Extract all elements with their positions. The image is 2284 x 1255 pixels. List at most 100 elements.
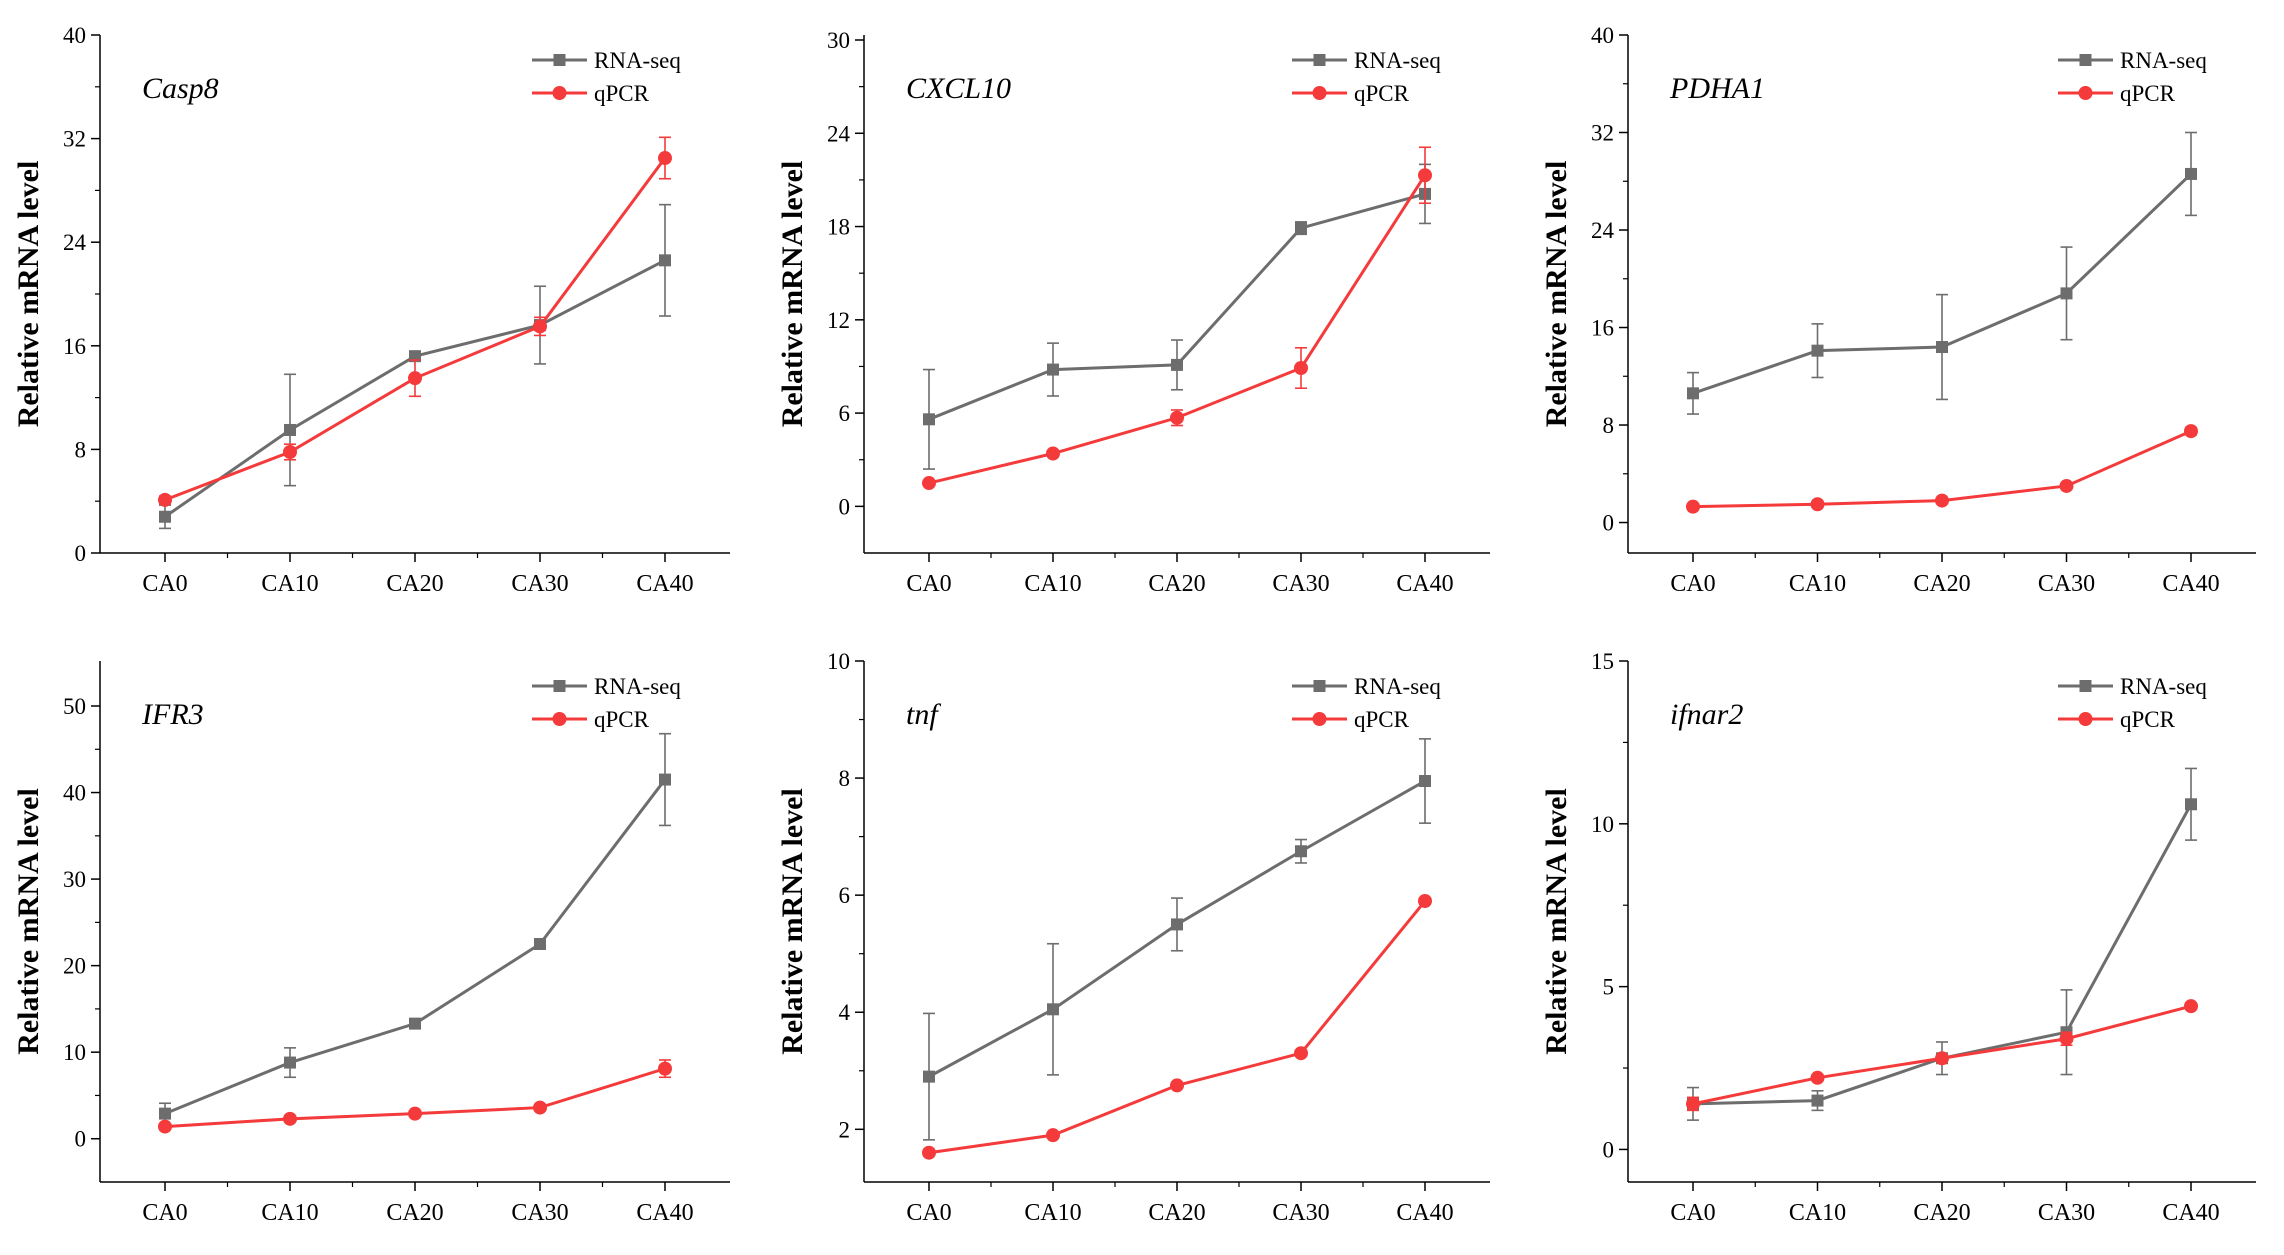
x-tick-label: CA0 <box>142 571 187 597</box>
data-point <box>659 773 671 786</box>
series-line <box>164 778 667 1116</box>
legend-marker-qpcr <box>2078 86 2093 100</box>
x-tick-label: CA40 <box>1396 571 1453 597</box>
data-point <box>1047 363 1059 376</box>
data-point <box>1170 1078 1184 1093</box>
data-point <box>1046 1128 1060 1143</box>
series-qpcr <box>158 136 672 507</box>
data-point <box>2184 424 2198 439</box>
y-tick-label: 32 <box>63 127 86 152</box>
gene-title: PDHA1 <box>1669 72 1765 105</box>
x-tick-label: CA10 <box>1024 1200 1081 1226</box>
data-point <box>1811 1094 1824 1107</box>
data-point <box>922 476 936 491</box>
data-point <box>922 1145 936 1160</box>
legend-label-rna-seq: RNA-seq <box>1354 48 1441 73</box>
data-point <box>534 938 546 950</box>
series-qpcr <box>158 1059 672 1134</box>
data-point <box>159 1107 171 1120</box>
y-tick-label: 8 <box>1603 413 1615 438</box>
y-tick-label: 32 <box>1591 121 1614 146</box>
data-point <box>533 319 547 334</box>
legend-label-rna-seq: RNA-seq <box>594 674 681 699</box>
legend-label-qpcr: qPCR <box>594 707 650 732</box>
series-rna-seq <box>923 738 1431 1141</box>
legend-marker-qpcr <box>552 712 567 726</box>
data-point <box>1294 361 1308 376</box>
y-tick-label: 40 <box>63 781 86 806</box>
x-tick-label: CA30 <box>2038 1200 2095 1226</box>
y-tick-label: 10 <box>63 1040 86 1065</box>
legend-marker-qpcr <box>1312 86 1327 100</box>
x-tick-label: CA30 <box>1272 571 1329 597</box>
data-point <box>923 1070 935 1083</box>
legend: RNA-seq qPCR <box>532 674 681 732</box>
data-point <box>2060 287 2073 300</box>
data-point <box>158 1119 172 1134</box>
y-tick-label: 16 <box>63 334 86 359</box>
y-axis-label: Relative mRNA level <box>12 788 45 1055</box>
data-point <box>284 423 296 436</box>
data-point <box>2059 478 2074 493</box>
legend-label-qpcr: qPCR <box>1354 81 1410 106</box>
y-tick-label: 24 <box>63 230 87 255</box>
y-tick-label: 0 <box>75 1127 87 1152</box>
data-point <box>1686 499 1700 514</box>
x-tick-label: CA30 <box>1272 1200 1329 1226</box>
series-rna-seq <box>159 732 671 1125</box>
legend-marker-rna-seq <box>1313 680 1326 692</box>
legend-label-rna-seq: RNA-seq <box>1354 674 1441 699</box>
y-tick-label: 8 <box>75 437 87 462</box>
x-tick-label: CA30 <box>2038 571 2095 597</box>
x-tick-label: CA40 <box>636 1200 693 1226</box>
y-tick-label: 24 <box>827 121 851 146</box>
x-tick-label: CA20 <box>1913 571 1970 597</box>
data-point <box>284 1056 296 1069</box>
legend-marker-rna-seq <box>2079 680 2092 692</box>
data-point <box>923 413 935 426</box>
y-axis-label: Relative mRNA level <box>776 161 809 428</box>
y-tick-label: 4 <box>839 1000 851 1025</box>
legend-marker-qpcr <box>1312 712 1327 726</box>
series-qpcr <box>922 894 1432 1160</box>
y-tick-label: 6 <box>839 401 851 426</box>
x-tick-label: CA10 <box>1789 571 1846 597</box>
x-tick-label: CA40 <box>636 571 693 597</box>
legend-marker-rna-seq <box>2079 54 2092 66</box>
series-line <box>164 157 667 502</box>
data-point <box>1935 1051 1949 1066</box>
data-point <box>1295 222 1307 235</box>
gene-title: tnf <box>906 698 941 731</box>
data-point <box>533 1100 547 1115</box>
legend-label-rna-seq: RNA-seq <box>594 48 681 73</box>
y-tick-label: 40 <box>63 23 86 48</box>
y-tick-label: 10 <box>827 649 850 674</box>
legend-label-qpcr: qPCR <box>594 81 650 106</box>
legend: RNA-seq qPCR <box>2058 48 2207 106</box>
y-tick-label: 12 <box>827 308 850 333</box>
legend-label-qpcr: qPCR <box>2120 81 2176 106</box>
series-rna-seq <box>1687 131 2197 415</box>
data-point <box>1810 497 1825 512</box>
gene-title: CXCL10 <box>906 72 1011 105</box>
y-tick-label: 0 <box>75 541 87 566</box>
y-axis-label: Relative mRNA level <box>12 161 45 428</box>
chart-panel-4: 0 10 20 30 40 50 CA0 CA10 CA20 CA30 CA40 Relative m… <box>12 661 730 1226</box>
data-point <box>1295 845 1307 858</box>
data-point <box>1935 493 1949 508</box>
y-tick-label: 15 <box>1591 649 1614 674</box>
data-point <box>409 350 421 363</box>
data-point <box>1047 1003 1059 1016</box>
data-point <box>283 444 297 459</box>
chart-panel-2: 0 6 12 18 24 30 CA0 CA10 CA20 CA30 CA40 Relative mR… <box>776 28 1490 597</box>
data-point <box>1687 387 1699 400</box>
data-point <box>1046 446 1060 461</box>
x-tick-label: CA10 <box>1024 571 1081 597</box>
series-rna-seq <box>923 163 1431 470</box>
series-line <box>928 174 1427 485</box>
x-tick-label: CA20 <box>1148 571 1205 597</box>
x-tick-label: CA20 <box>386 1200 443 1226</box>
data-point <box>1171 358 1183 371</box>
legend: RNA-seq qPCR <box>1292 48 1441 106</box>
series-rna-seq <box>159 203 671 530</box>
